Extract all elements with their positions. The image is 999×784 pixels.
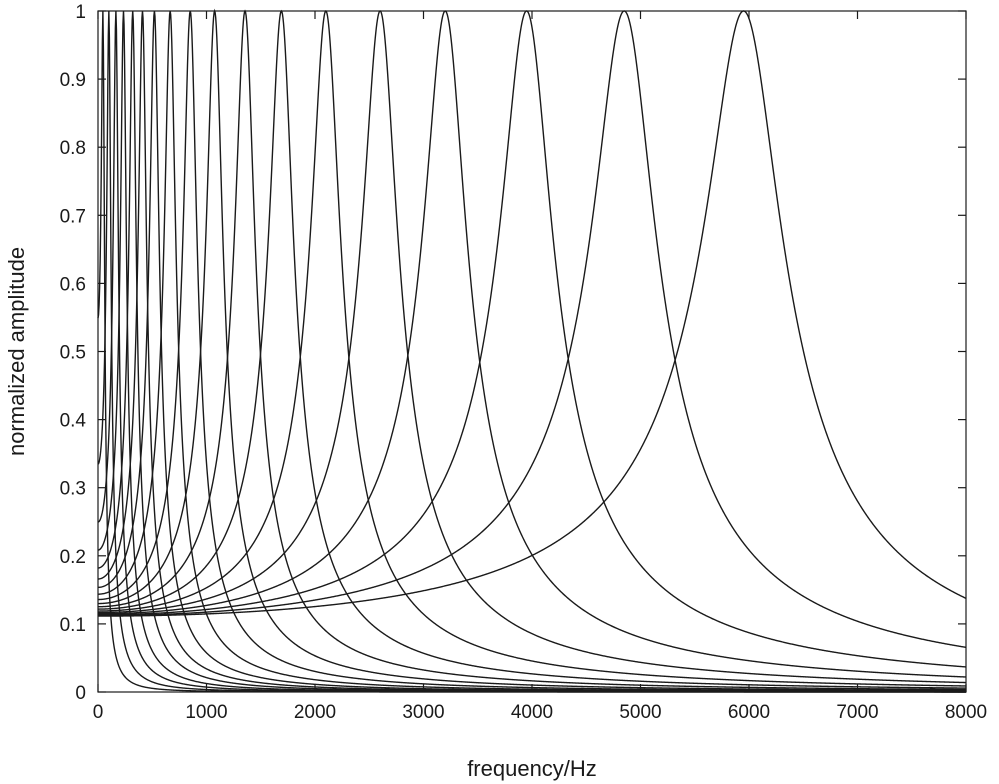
x-tick-label: 2000 xyxy=(294,702,336,723)
y-tick-label: 1 xyxy=(75,2,86,23)
response-curve-14 xyxy=(98,10,967,684)
response-curve-13 xyxy=(98,10,966,687)
filter-response-curves xyxy=(97,8,967,693)
x-tick-label: 0 xyxy=(93,702,104,723)
x-tick-label: 8000 xyxy=(945,702,987,723)
x-tick-label: 7000 xyxy=(836,702,878,723)
y-tick-label: 0.3 xyxy=(60,479,86,500)
y-tick-label: 0.6 xyxy=(60,274,86,295)
y-tick-label: 0 xyxy=(75,683,86,704)
axis-tick-labels: 0 1000 2000 3000 4000 5000 6000 7000 8000 0 0.1 0.2… xyxy=(60,2,988,723)
y-tick-label: 0.2 xyxy=(60,547,86,568)
x-tick-label: 3000 xyxy=(402,702,444,723)
y-tick-label: 0.5 xyxy=(60,343,86,364)
response-curve-12 xyxy=(98,9,967,689)
y-tick-label: 0.4 xyxy=(60,411,87,432)
y-tick-label: 0.7 xyxy=(60,206,86,227)
response-curve-18 xyxy=(98,10,967,617)
x-tick-label: 4000 xyxy=(511,702,553,723)
x-tick-label: 6000 xyxy=(728,702,770,723)
response-curve-16 xyxy=(98,10,967,668)
response-curve-11 xyxy=(98,9,966,691)
y-tick-label: 0.9 xyxy=(60,70,86,91)
y-tick-label: 0.1 xyxy=(60,615,86,636)
y-axis-label: normalized amplitude xyxy=(4,247,29,456)
axis-ticks xyxy=(97,10,967,693)
x-axis-label: frequency/Hz xyxy=(467,756,597,781)
x-tick-label: 5000 xyxy=(619,702,661,723)
response-curve-17 xyxy=(98,10,967,649)
y-tick-label: 0.8 xyxy=(60,138,86,159)
x-tick-label: 1000 xyxy=(185,702,227,723)
